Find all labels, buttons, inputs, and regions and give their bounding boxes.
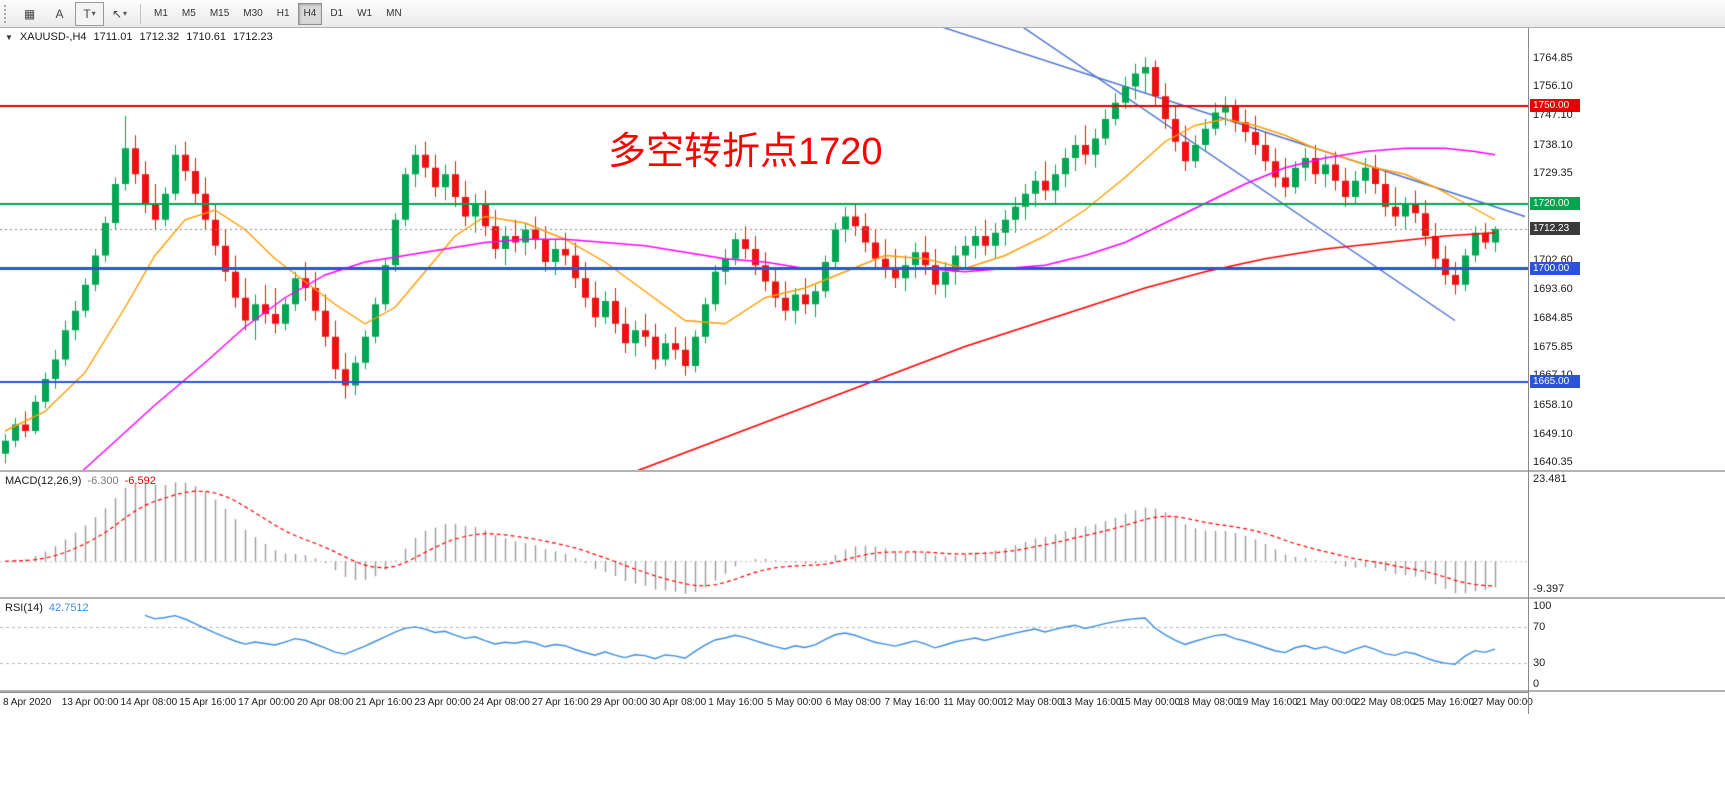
text-label-button[interactable]: T ▾	[75, 1, 104, 26]
time-axis-label: 21 Apr 16:00	[355, 697, 413, 708]
collapse-triangle-icon[interactable]: ▼	[5, 32, 13, 42]
symbol-ohlc-readout: ▼ XAUUSD-,H4 1711.01 1712.32 1710.61 171…	[5, 31, 273, 43]
time-axis[interactable]: 8 Apr 2020 13 Apr 00:00 14 Apr 08:00 15 Apr…	[0, 692, 1533, 715]
rsi-axis-label: 30	[1533, 657, 1546, 669]
price-axis-label: 1764.85	[1533, 51, 1573, 64]
time-axis-label: 25 May 16:00	[1413, 697, 1475, 708]
price-axis-label: 1747.10	[1533, 109, 1573, 122]
rsi-axis-label: 100	[1533, 600, 1552, 612]
price-axis-label: 1640.35	[1533, 456, 1573, 469]
price-axis-label: 1693.60	[1533, 283, 1573, 296]
macd-main-value: -6.300	[87, 475, 119, 487]
time-axis-label: 15 May 00:00	[1119, 697, 1181, 708]
time-axis-label: 13 May 16:00	[1060, 697, 1122, 708]
price-axis-label: 1649.10	[1533, 427, 1573, 440]
price-axis-label: 1684.85	[1533, 311, 1573, 324]
rsi-axis-label: 70	[1533, 621, 1546, 633]
timeframe-button-M5[interactable]: M5	[181, 8, 196, 19]
time-axis-label: 12 May 08:00	[1002, 697, 1063, 708]
chevron-down-icon: ▾	[123, 9, 128, 18]
timeframe-button-MN[interactable]: MN	[386, 8, 402, 19]
time-axis-label: 22 May 08:00	[1354, 697, 1416, 708]
time-axis-label: 24 Apr 08:00	[473, 697, 530, 708]
chart-grid-icon[interactable]: ▦	[15, 2, 44, 26]
chevron-down-icon: ▾	[91, 9, 96, 18]
level-badge-1700.00: 1700.00	[1530, 261, 1580, 275]
timeframe-button-D1[interactable]: D1	[330, 8, 344, 19]
rsi-title: RSI(14)	[5, 602, 43, 614]
high-value: 1712.32	[139, 31, 180, 43]
time-axis-label: 13 Apr 00:00	[61, 697, 119, 708]
cursor-tool-button[interactable]: ↖ ▾	[105, 2, 134, 26]
time-axis-label: 8 Apr 2020	[3, 697, 52, 708]
chart-annotation-text[interactable]: 多空转折点1720	[608, 131, 883, 173]
time-axis-label: 6 May 08:00	[825, 697, 881, 708]
rsi-axis-label: 0	[1533, 678, 1540, 690]
symbol-period-label: XAUUSD-,H4	[19, 31, 87, 43]
panel-divider[interactable]	[0, 597, 1725, 599]
timeframe-button-M15[interactable]: M15	[209, 8, 230, 19]
rsi-value: 42.7512	[48, 602, 89, 614]
axis-separator-line	[1528, 28, 1529, 714]
toolbar-separator	[140, 3, 141, 24]
macd-signal-value: -6.592	[124, 475, 156, 487]
time-axis-label: 14 Apr 08:00	[120, 697, 178, 708]
macd-axis-min: -9.397	[1533, 583, 1565, 595]
macd-indicator-chart[interactable]	[0, 472, 1528, 597]
time-axis-label: 20 Apr 08:00	[296, 697, 354, 708]
time-axis-label: 5 May 00:00	[767, 697, 823, 708]
macd-axis[interactable]: 23.481 -9.397	[1529, 472, 1725, 597]
time-axis-label: 15 Apr 16:00	[179, 697, 237, 708]
price-axis-label: 1738.10	[1533, 138, 1573, 151]
time-axis-label: 30 Apr 08:00	[649, 697, 707, 708]
price-axis-label: 1675.85	[1533, 340, 1573, 353]
time-axis-label: 27 May 00:00	[1472, 697, 1533, 708]
timeframe-button-M1[interactable]: M1	[154, 8, 168, 19]
panel-divider[interactable]	[0, 690, 1725, 692]
text-tool-glyph: A	[55, 6, 64, 21]
time-axis-label: 7 May 16:00	[884, 697, 940, 708]
level-badge-1750.00: 1750.00	[1530, 99, 1580, 112]
time-axis-label: 11 May 00:00	[943, 697, 1004, 708]
time-axis-label: 27 Apr 16:00	[531, 697, 589, 708]
text-label-glyph: T	[83, 6, 91, 21]
timeframe-button-W1[interactable]: W1	[357, 8, 373, 19]
time-axis-label: 1 May 16:00	[708, 697, 764, 708]
level-badge-1720.00: 1720.00	[1530, 196, 1580, 210]
time-axis-label: 17 Apr 00:00	[238, 697, 295, 708]
toolbar-grip[interactable]	[4, 4, 10, 23]
timeframe-toolbar: M1 M5 M15 M30 H1 H4 D1 W1 MN	[147, 2, 409, 25]
price-axis-label: 1756.10	[1533, 80, 1573, 93]
low-value: 1710.61	[186, 31, 227, 43]
rsi-axis[interactable]: 100 70 30 0	[1529, 600, 1725, 690]
macd-axis-max: 23.481	[1533, 473, 1567, 485]
close-value: 1712.23	[233, 31, 273, 43]
cursor-tool-icon: ↖	[111, 6, 123, 21]
empty-terminal-area	[0, 714, 1725, 786]
price-axis-label: 1658.10	[1533, 398, 1573, 411]
rsi-indicator-chart[interactable]	[0, 600, 1528, 690]
time-axis-label: 21 May 00:00	[1295, 697, 1357, 708]
text-tool-button[interactable]: A	[45, 2, 74, 26]
level-badge-1665.00: 1665.00	[1530, 375, 1580, 389]
time-axis-label: 18 May 08:00	[1178, 697, 1239, 708]
time-axis-label: 19 May 16:00	[1237, 697, 1298, 708]
rsi-label: RSI(14) 42.7512	[5, 602, 89, 614]
main-price-chart[interactable]	[0, 28, 1528, 470]
panel-divider[interactable]	[0, 470, 1725, 472]
price-axis-label: 1729.35	[1533, 167, 1573, 180]
chart-grid-glyph: ▦	[23, 6, 36, 21]
price-axis[interactable]: 1764.85 1756.10 1747.10 1738.10 1729.35 1720.…	[1529, 28, 1725, 470]
macd-label: MACD(12,26,9) -6.300 -6.592	[5, 475, 156, 487]
current-price-badge: 1712.23	[1530, 221, 1580, 235]
timeframe-button-M30[interactable]: M30	[243, 8, 263, 19]
timeframe-button-H1[interactable]: H1	[276, 8, 290, 19]
open-value: 1711.01	[93, 31, 133, 43]
toolbar: ▦ A T ▾ ↖ ▾ M1 M5 M15 M30 H1 H4 D1 W1 MN	[0, 0, 1725, 28]
time-axis-label: 29 Apr 00:00	[590, 697, 648, 708]
time-axis-label: 23 Apr 00:00	[414, 697, 472, 708]
macd-title: MACD(12,26,9)	[5, 475, 82, 487]
timeframe-button-H4[interactable]: H4	[297, 2, 323, 25]
